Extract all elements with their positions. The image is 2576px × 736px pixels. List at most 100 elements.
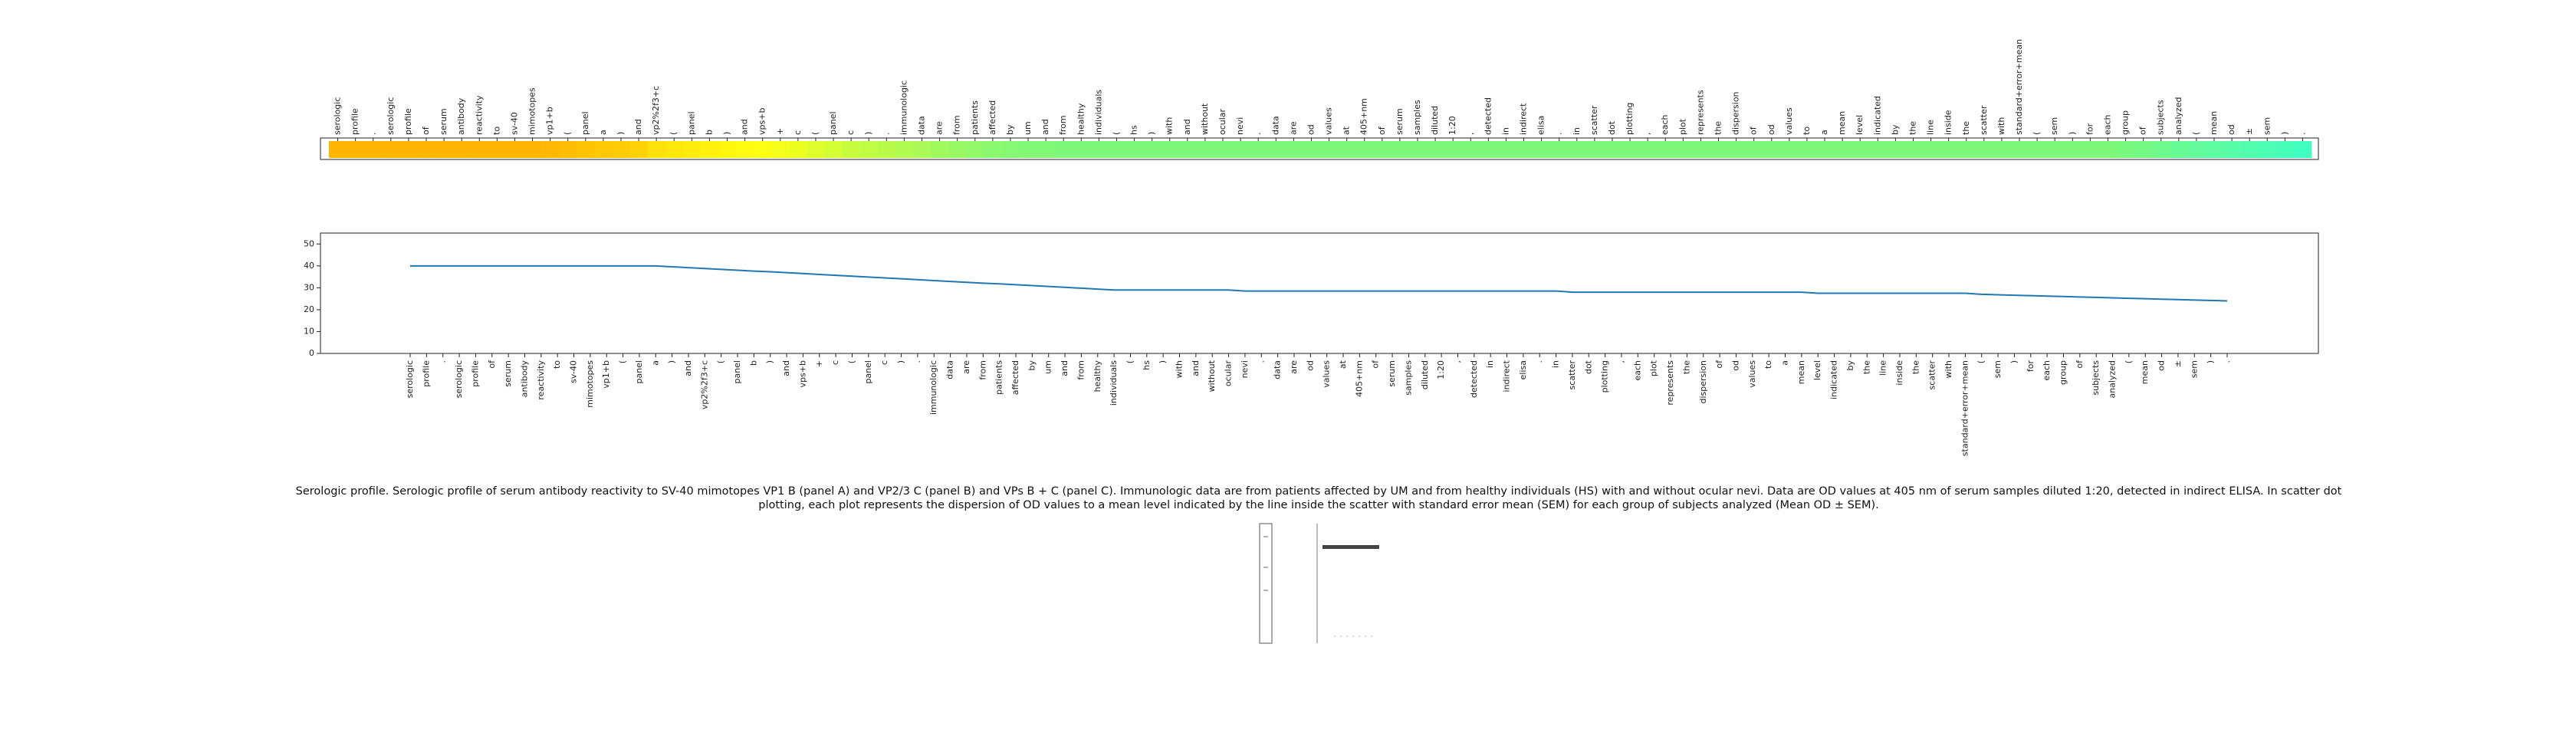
heat-cell: [1408, 141, 1428, 158]
token-label: the: [1681, 360, 1691, 374]
token-label: to: [1763, 360, 1773, 369]
token-label: plot: [1677, 118, 1687, 135]
token-label: profile: [470, 360, 480, 387]
heat-cell: [1940, 141, 1958, 158]
token-label: subjects: [2091, 360, 2101, 396]
token-label: the: [1961, 121, 1971, 135]
token-label: serum: [503, 360, 513, 387]
token-label: of: [421, 126, 431, 135]
y-tick-label: 30: [304, 282, 314, 292]
token-label: sv-40: [509, 112, 519, 135]
token-label: .: [2222, 360, 2232, 363]
token-label: mean: [1837, 111, 1847, 135]
token-label: group: [2121, 110, 2131, 135]
token-label: data: [1270, 116, 1280, 135]
line: [410, 264, 2228, 302]
heat-cell: [1019, 141, 1038, 158]
token-label: od: [2226, 124, 2236, 135]
heat-cell: [1674, 141, 1693, 158]
token-label: .: [2297, 133, 2307, 136]
token-label: are: [961, 360, 971, 374]
token-label: with: [1944, 360, 1953, 378]
heat-cell: [984, 141, 1002, 158]
token-label: od: [1730, 360, 1740, 371]
token-label: patients: [994, 360, 1004, 395]
heat-cell: [2240, 141, 2259, 158]
token-label: values: [1324, 107, 1334, 135]
y-tick-label: 20: [304, 304, 314, 314]
token-label: ,: [1452, 360, 1462, 363]
thumb-bar: [1322, 545, 1379, 549]
heat-cell: [1214, 141, 1233, 158]
token-label: serologic: [454, 360, 464, 398]
token-label: nevi: [1235, 117, 1245, 135]
token-label: line: [1878, 360, 1888, 376]
token-label: of: [1371, 360, 1381, 369]
heat-cell: [931, 141, 949, 158]
heat-cell: [523, 141, 542, 158]
token-label: reactivity: [536, 360, 546, 400]
token-label: um: [1023, 121, 1033, 135]
token-label: sem: [2049, 117, 2059, 135]
token-label: standard+error+mean: [1960, 360, 1970, 456]
token-label: scatter: [1927, 360, 1937, 390]
token-label: values: [1747, 360, 1757, 388]
heat-cell: [347, 141, 365, 158]
token-label: individuals: [1093, 90, 1103, 135]
token-label: ,: [1616, 360, 1626, 363]
token-label: by: [1845, 360, 1855, 371]
heat-cell: [1886, 141, 1905, 158]
heat-cell: [1355, 141, 1374, 158]
token-label: panel: [686, 111, 696, 135]
token-label: indirect: [1502, 360, 1512, 392]
token-label: the: [1911, 360, 1921, 374]
heat-cell: [1426, 141, 1445, 158]
heat-cell: [1585, 141, 1604, 158]
token-label: (: [563, 132, 573, 135]
token-label: ): [2067, 132, 2077, 135]
token-label: diluted: [1420, 360, 1430, 389]
token-label: each: [2102, 114, 2112, 135]
token-label: inside: [1894, 360, 1904, 386]
token-label: .: [1554, 133, 1564, 136]
token-label: ): [667, 360, 677, 363]
token-label: individuals: [1109, 360, 1119, 406]
heat-cell: [1231, 141, 1250, 158]
token-label: (: [1111, 132, 1121, 135]
token-label: patients: [970, 100, 980, 135]
heat-cell: [824, 141, 843, 158]
token-label: affected: [1010, 360, 1020, 395]
heat-cell: [435, 141, 454, 158]
heat-cell: [382, 141, 400, 158]
token-label: with: [1175, 360, 1184, 378]
heat-cell: [1001, 141, 1020, 158]
heat-cell: [1745, 141, 1763, 158]
token-label: to: [491, 127, 501, 135]
heat-cell: [2134, 141, 2153, 158]
token-label: ): [2009, 360, 2019, 363]
token-label: vp2%2f3+c: [699, 360, 709, 409]
heat-cell: [2028, 141, 2047, 158]
heat-cell: [1975, 141, 1993, 158]
heat-cell: [1461, 141, 1480, 158]
heat-cell: [1709, 141, 1728, 158]
token-label: b: [748, 360, 758, 366]
heat-cell: [1497, 141, 1516, 158]
token-label: the: [1714, 121, 1723, 135]
token-label: indicated: [1829, 360, 1839, 399]
token-label: indicated: [1872, 96, 1882, 135]
token-label: the: [1907, 121, 1917, 135]
heat-cell: [559, 141, 577, 158]
token-label: each: [1660, 114, 1670, 135]
heat-cell: [754, 141, 772, 158]
heat-cell: [1957, 141, 1976, 158]
heat-cell: [1514, 141, 1533, 158]
token-label: (: [2191, 132, 2201, 135]
token-label: and: [781, 360, 791, 376]
token-label: dot: [1583, 360, 1593, 374]
heat-cell: [364, 141, 383, 158]
heat-cell: [2275, 141, 2295, 158]
token-label: sv-40: [569, 360, 579, 383]
token-label: immunologic: [928, 360, 938, 415]
